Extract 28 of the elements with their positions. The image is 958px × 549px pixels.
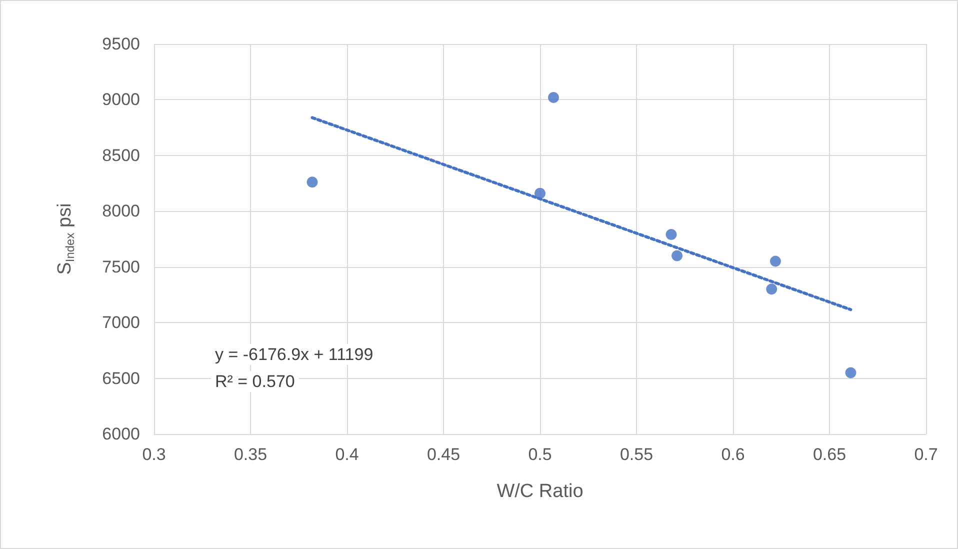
x-tick-label: 0.7 [914,445,938,464]
point [548,92,560,103]
y-tick-label: 6000 [102,424,140,444]
point [666,229,677,240]
y-tick-label: 7500 [102,257,140,276]
annotation: y = -6176.9x + 11199 [215,345,374,364]
y-tick-label: 9000 [102,90,140,110]
x-tick-label: 0.45 [426,445,460,464]
y-tick-label: 9500 [102,34,140,54]
y-tick-label: 8000 [102,202,140,221]
y-axis-title: SIndex psi [54,203,77,275]
y-tick-label: 6500 [102,368,140,388]
point [672,250,683,262]
point [766,284,778,295]
x-tick-label: 0.35 [234,445,268,464]
y-tick-label: 8500 [102,146,140,165]
x-axis-title: W/C Ratio [496,481,584,502]
y-tick-label: 7000 [102,313,140,332]
x-tick-label: 0.55 [620,445,654,464]
point [770,256,781,267]
point [306,176,318,188]
annotation: R² = 0.570 [215,372,295,391]
x-tick-label: 0.3 [142,445,166,464]
x-tick-label: 0.65 [812,445,846,464]
x-tick-label: 0.4 [335,445,359,464]
point [845,367,856,378]
x-tick-label: 0.5 [528,445,552,464]
x-tick-label: 0.6 [721,445,745,464]
